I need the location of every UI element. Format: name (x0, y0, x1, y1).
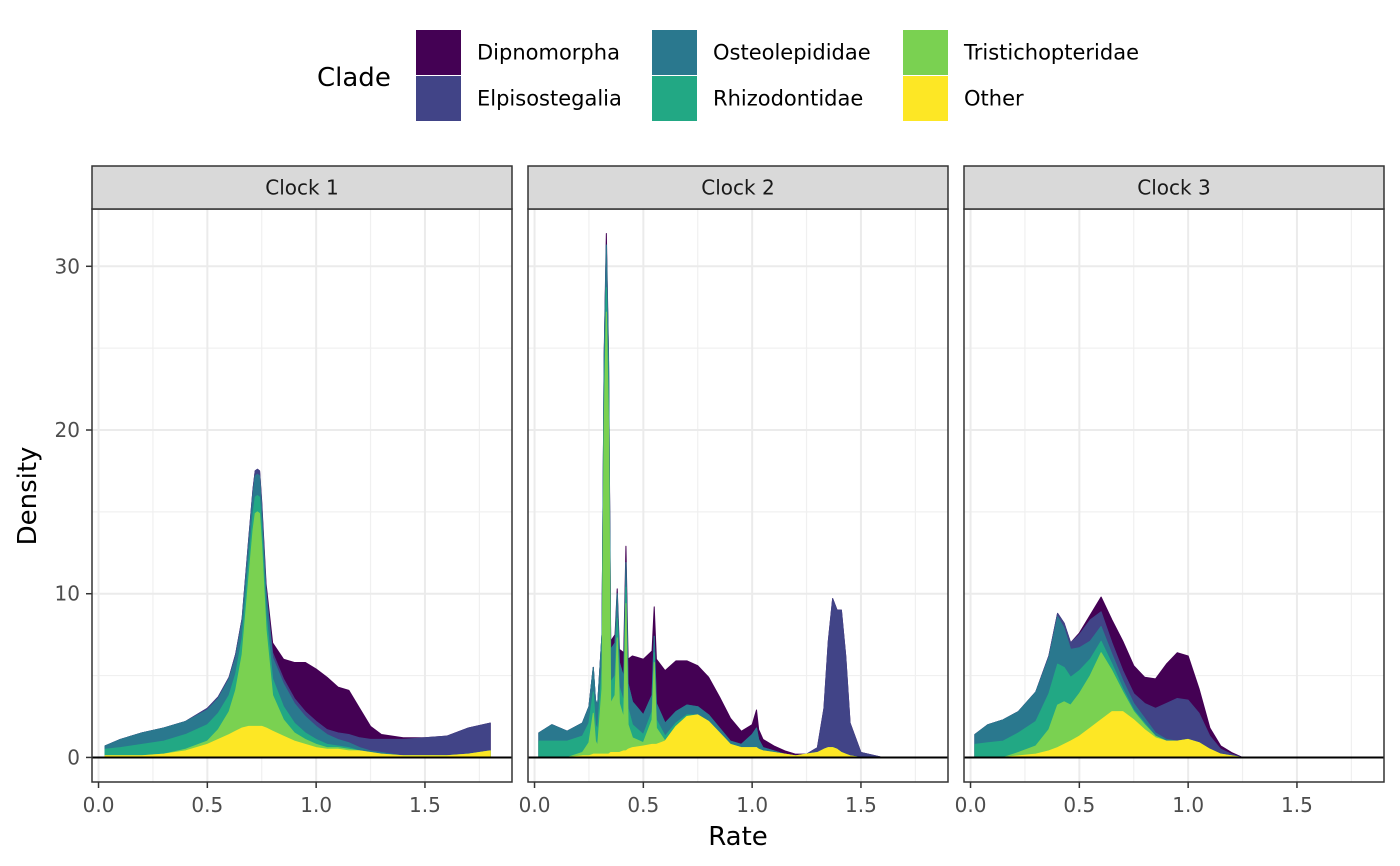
legend-label-elpisostegalia: Elpisostegalia (477, 87, 622, 111)
facet-strip (963, 165, 1385, 210)
facet-strip (91, 165, 513, 210)
y-tick-label: 30 (55, 254, 80, 278)
panel-clock-3: Clock 3 0.0 0.5 1.0 1.5 (955, 165, 1385, 817)
panel-clock-2: Clock 2 0.0 0.5 1.0 1.5 (519, 165, 949, 817)
x-tick-label: 0.0 (519, 793, 551, 817)
x-tick-label: 1.0 (300, 793, 332, 817)
legend-label-rhizodontidae: Rhizodontidae (713, 87, 863, 111)
legend-label-osteolepididae: Osteolepididae (713, 41, 871, 65)
x-tick-label: 1.0 (736, 793, 768, 817)
facet-strip (527, 165, 949, 210)
legend-title: Clade (317, 63, 391, 93)
x-axis-title: Rate (708, 822, 768, 852)
legend-key-other (903, 76, 948, 121)
panel-clock-1: Clock 1 0.0 0.5 1.0 1.5 0 10 20 30 (55, 165, 513, 817)
x-tick-label: 1.0 (1172, 793, 1204, 817)
facet-label: Clock 3 (1137, 176, 1210, 200)
legend-label-dipnomorpha: Dipnomorpha (477, 41, 620, 65)
plot-background (528, 209, 948, 782)
legend-label-other: Other (964, 87, 1024, 111)
legend-key-elpisostegalia (416, 76, 461, 121)
y-tick-label: 20 (55, 418, 80, 442)
area-other (104, 725, 491, 758)
legend-key-dipnomorpha (416, 30, 461, 75)
facet-label: Clock 2 (701, 176, 774, 200)
x-tick-label: 0.0 (955, 793, 987, 817)
legend-key-osteolepididae (652, 30, 697, 75)
x-tick-label: 0.5 (191, 793, 223, 817)
y-axis-title: Density (13, 447, 43, 546)
x-tick-label: 0.0 (83, 793, 115, 817)
x-tick-label: 0.5 (627, 793, 659, 817)
facet-label: Clock 1 (265, 176, 338, 200)
area-other (974, 711, 1368, 758)
y-tick-label: 10 (55, 582, 80, 606)
legend-label-tristichopteridae: Tristichopteridae (963, 41, 1139, 65)
legend-key-rhizodontidae (652, 76, 697, 121)
legend: Clade Dipnomorpha Elpisostegalia Osteolepi… (317, 30, 1139, 121)
y-tick-label: 0 (67, 745, 80, 769)
x-tick-label: 1.5 (1281, 793, 1313, 817)
facet-panels: Clock 1 0.0 0.5 1.0 1.5 0 10 20 30 Clock 2 0.0 0.5 1… (55, 165, 1385, 817)
x-tick-label: 1.5 (845, 793, 877, 817)
area-other (538, 714, 932, 758)
x-tick-label: 0.5 (1063, 793, 1095, 817)
legend-key-tristichopteridae (903, 30, 948, 75)
x-tick-label: 1.5 (409, 793, 441, 817)
